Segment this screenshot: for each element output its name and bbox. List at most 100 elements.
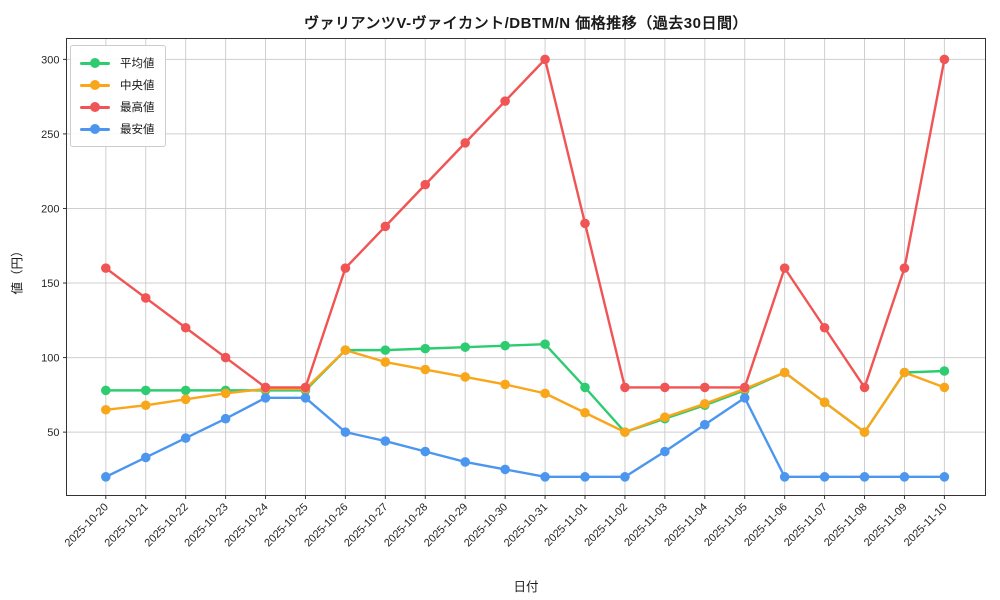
data-point-max: [859, 382, 870, 393]
data-point-average: [101, 385, 111, 396]
legend-label-min: 最安値: [120, 124, 155, 136]
legend-label-average: 平均値: [120, 58, 155, 70]
y-tick-label: 250: [41, 129, 59, 141]
data-point-min: [779, 472, 790, 482]
data-point-median: [939, 382, 950, 393]
data-point-max: [300, 382, 311, 393]
legend-item-min: 最安値: [80, 118, 155, 140]
y-tick-label: 200: [41, 203, 59, 215]
data-point-min: [140, 452, 151, 463]
data-point-max: [140, 293, 151, 303]
data-point-max: [660, 382, 670, 393]
y-tick-label: 300: [41, 54, 59, 66]
data-point-min: [420, 446, 431, 457]
data-point-min: [500, 464, 510, 475]
data-point-min: [859, 472, 870, 482]
legend-marker-median-icon: [80, 80, 110, 90]
data-point-max: [700, 382, 710, 393]
series-line-min: [105, 396, 945, 479]
x-axis-label: 日付: [513, 580, 539, 594]
legend-box: 平均値中央値最高値最安値: [70, 45, 166, 147]
data-point-max: [101, 263, 111, 273]
data-point-median: [220, 388, 231, 399]
data-point-min: [101, 472, 111, 482]
data-point-min: [739, 393, 750, 403]
data-point-median: [700, 399, 710, 409]
data-point-median: [580, 407, 590, 418]
data-point-min: [340, 427, 351, 437]
data-point-max: [939, 54, 950, 65]
data-point-median: [460, 372, 471, 382]
data-point-min: [260, 393, 271, 403]
data-point-median: [620, 427, 630, 437]
data-point-min: [700, 419, 710, 430]
legend-marker-average-icon: [80, 58, 110, 68]
data-point-min: [939, 472, 950, 482]
data-point-max: [500, 96, 510, 106]
data-point-min: [300, 393, 311, 403]
legend-item-max: 最高値: [80, 96, 155, 118]
data-point-max: [540, 54, 550, 65]
data-point-min: [380, 436, 391, 446]
data-point-max: [739, 382, 750, 393]
data-point-average: [180, 385, 191, 396]
legend-label-max: 最高値: [120, 102, 155, 114]
legend-item-median: 中央値: [80, 74, 155, 96]
data-point-median: [420, 364, 431, 375]
data-point-min: [660, 446, 670, 457]
legend-marker-max-icon: [80, 102, 110, 112]
legend-label-median: 中央値: [120, 80, 155, 92]
data-point-max: [420, 179, 431, 190]
data-point-median: [660, 412, 670, 423]
x-tick-label: 2025-11-10: [902, 501, 950, 549]
data-point-max: [580, 218, 590, 229]
data-point-average: [420, 343, 431, 354]
data-point-max: [260, 382, 271, 393]
data-point-median: [540, 388, 550, 399]
data-point-max: [340, 263, 351, 273]
data-point-max: [620, 382, 630, 393]
data-point-average: [380, 345, 391, 355]
data-point-max: [380, 221, 391, 232]
data-point-min: [540, 472, 550, 482]
data-point-median: [779, 367, 790, 378]
data-point-max: [220, 352, 231, 363]
data-point-average: [580, 382, 590, 393]
y-axis-label: 値（円）: [10, 244, 25, 295]
legend-marker-min-icon: [80, 124, 110, 134]
data-point-max: [180, 322, 191, 333]
series-line-max: [105, 58, 946, 389]
data-point-average: [500, 340, 510, 351]
series-line-median: [105, 348, 945, 434]
data-point-max: [899, 263, 910, 273]
y-tick-label: 50: [47, 427, 59, 439]
data-point-median: [340, 345, 351, 355]
data-point-median: [380, 357, 391, 367]
data-point-min: [180, 433, 191, 443]
data-point-median: [140, 400, 151, 411]
data-point-median: [500, 379, 510, 390]
data-point-median: [180, 394, 191, 405]
data-point-max: [779, 263, 790, 273]
data-point-max: [819, 322, 830, 333]
data-point-average: [140, 385, 151, 396]
data-point-median: [899, 367, 910, 378]
y-tick-label: 100: [41, 353, 59, 365]
data-point-median: [819, 397, 830, 408]
data-point-average: [460, 342, 471, 352]
data-point-median: [101, 404, 111, 415]
data-point-min: [460, 457, 471, 467]
data-point-min: [580, 472, 590, 482]
y-tick-label: 150: [41, 278, 59, 290]
data-point-min: [899, 472, 910, 482]
data-point-average: [540, 339, 550, 349]
plot-border: [66, 38, 986, 496]
chart-title: ヴァリアンツV-ヴァイカント/DBTM/N 価格推移（過去30日間）: [304, 15, 748, 32]
data-point-min: [220, 413, 231, 424]
data-point-min: [819, 472, 830, 482]
data-point-median: [859, 427, 870, 437]
data-point-min: [620, 472, 630, 482]
data-point-max: [460, 138, 471, 148]
